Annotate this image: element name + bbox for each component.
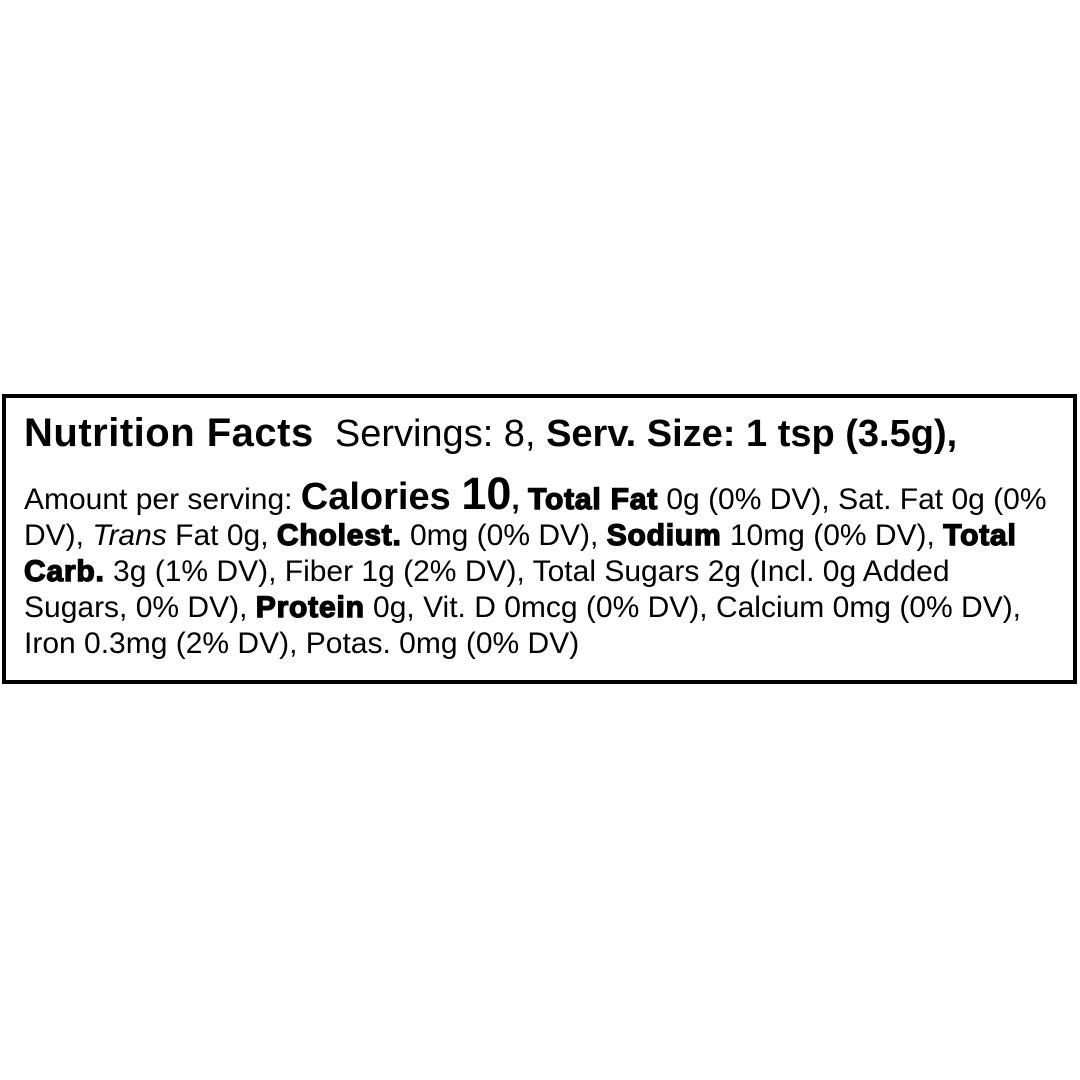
- text-run-regular: Fat 0g,: [166, 518, 277, 552]
- text-run-regular: 3g (1% DV), Fiber 1g (2% DV), Total Suga…: [24, 554, 958, 624]
- text-run-calories: Calories: [300, 475, 462, 518]
- text-run-heavy: Cholest.: [276, 518, 402, 552]
- text-run-title: Nutrition Facts: [24, 411, 314, 455]
- text-run-regular: 0g (0% DV), Sat. Fat 0g (0% DV),: [24, 482, 1055, 552]
- text-run-regular: 0g, Vit. D 0mcg (0% DV), Calcium 0mg (0%…: [24, 590, 1030, 660]
- text-run-heavy: Total Carb.: [23, 518, 1026, 588]
- nutrition-facts-label: Nutrition Facts Servings: 8, Serv. Size:…: [2, 394, 1077, 684]
- text-run-bold-large: Serv. Size: 1 tsp (3.5g),: [546, 413, 958, 455]
- text-run-bold: ,: [511, 482, 529, 516]
- text-run-italic: Trans: [92, 518, 167, 552]
- text-run-regular-large: Servings: 8,: [313, 413, 547, 455]
- text-run-regular: 0mg (0% DV),: [401, 518, 607, 552]
- text-run-heavy: Protein: [255, 590, 365, 624]
- nutrition-facts-header: Nutrition Facts Servings: 8, Serv. Size:…: [24, 410, 1053, 457]
- text-run-regular: Amount per serving:: [24, 482, 301, 516]
- text-run-heavy: Total Fat: [527, 482, 659, 516]
- text-run-regular: 10mg (0% DV),: [721, 518, 944, 552]
- text-run-calories-value: 10: [461, 467, 512, 519]
- nutrition-facts-body: Amount per serving: Calories 10, Total F…: [23, 467, 1055, 662]
- text-run-heavy: Sodium: [606, 518, 722, 552]
